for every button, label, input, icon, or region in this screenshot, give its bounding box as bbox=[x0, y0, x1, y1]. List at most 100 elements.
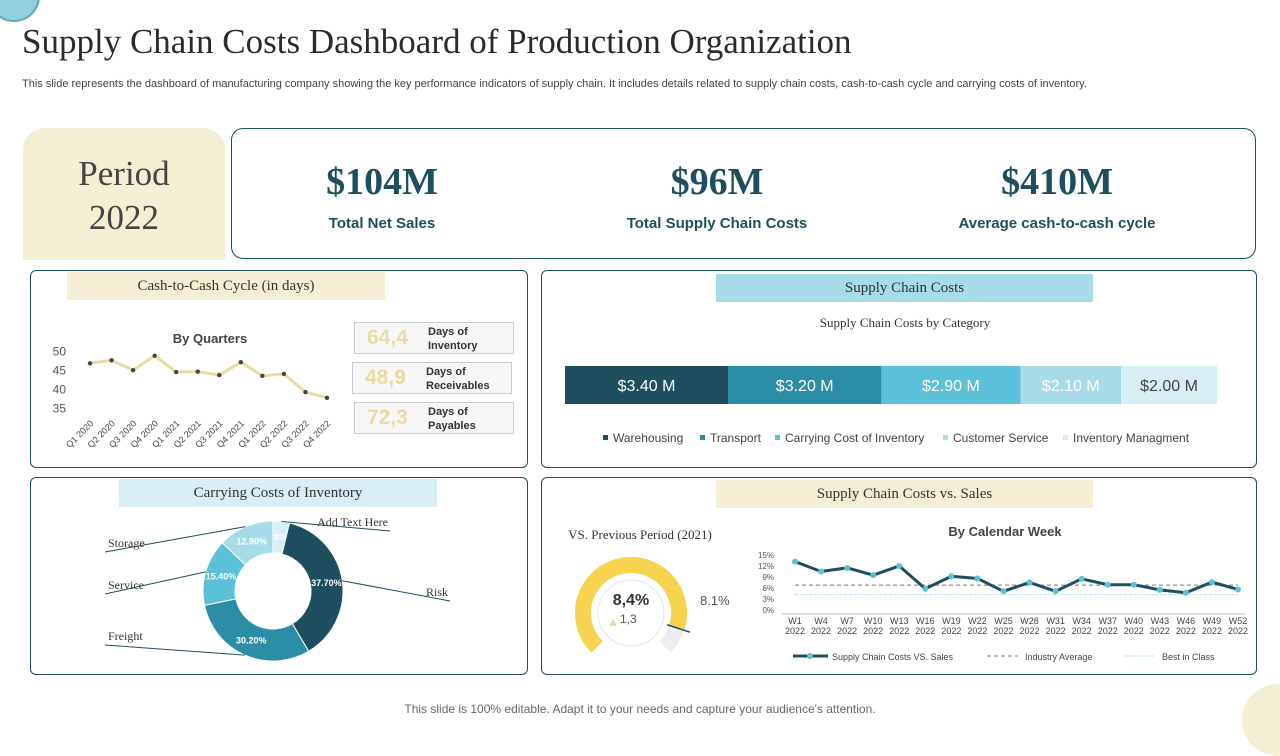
y-tick-label: 12% bbox=[758, 562, 774, 571]
slice-value-label: 3.80% bbox=[267, 532, 293, 542]
legend-label: Transport bbox=[710, 431, 762, 445]
slice-value-label: 12.90% bbox=[236, 536, 267, 546]
data-point bbox=[217, 372, 222, 378]
stacked-bar-segment bbox=[565, 366, 728, 404]
supply-chain-costs-panel bbox=[541, 270, 1257, 468]
y-tick-label: 45 bbox=[53, 364, 67, 378]
vs-panel-title: Supply Chain Costs vs. Sales bbox=[716, 480, 1093, 508]
legend-label: Carrying Cost of Inventory bbox=[785, 431, 924, 445]
callout-line bbox=[104, 644, 245, 656]
days-label: Days of Inventory bbox=[428, 325, 478, 353]
x-tick-label: W31 2022 bbox=[1046, 616, 1066, 636]
weekly-chart-title: By Calendar Week bbox=[948, 524, 1062, 539]
slice-value-label: 30.20% bbox=[236, 635, 267, 645]
period-card: Period 2022 bbox=[23, 128, 225, 260]
x-tick-label: W7 2022 bbox=[837, 616, 857, 636]
callout-label: Freight bbox=[108, 629, 143, 643]
data-point bbox=[792, 558, 798, 565]
slice-value-label: 15.40% bbox=[206, 571, 237, 581]
legend-swatch bbox=[1063, 435, 1068, 440]
kpi-value: $104M bbox=[326, 161, 438, 203]
days-value: 64,4 bbox=[367, 326, 408, 349]
x-tick-label: W22 2022 bbox=[967, 616, 987, 636]
data-point bbox=[303, 389, 308, 395]
callout-label: Storage bbox=[108, 536, 145, 550]
data-point bbox=[87, 361, 93, 366]
x-tick-label: W40 2022 bbox=[1124, 616, 1144, 636]
carrying-costs-panel bbox=[30, 477, 528, 675]
stacked-bar-segment bbox=[1020, 366, 1122, 404]
x-tick-label: W28 2022 bbox=[1020, 616, 1040, 636]
y-tick-label: 6% bbox=[762, 584, 774, 593]
cci-donut-chart: 3.80% 37.70% 30.20% 15.40% 12.90% Add Text H… bbox=[104, 515, 451, 662]
data-point bbox=[974, 575, 981, 582]
scc-chart-title: Supply Chain Costs by Category bbox=[819, 315, 991, 330]
x-tick-label: W52 2022 bbox=[1228, 616, 1248, 636]
kpi-box: $104M Total Net Sales $96M Total Supply … bbox=[231, 128, 1256, 259]
days-receivables-box: 48,9 Days of Receivables bbox=[352, 362, 512, 394]
data-point bbox=[260, 373, 265, 379]
scc-vs-sales-panel bbox=[541, 477, 1257, 675]
callout-label: Service bbox=[108, 578, 144, 592]
data-point bbox=[238, 359, 244, 365]
x-tick-label: W16 2022 bbox=[915, 616, 935, 636]
page-subtitle: This slide represents the dashboard of m… bbox=[22, 78, 1087, 90]
days-label: Days of Receivables bbox=[426, 365, 490, 393]
scc-vs-sales-line bbox=[794, 560, 1239, 595]
data-point bbox=[896, 563, 903, 569]
data-point bbox=[1156, 586, 1163, 593]
gauge-chart bbox=[575, 557, 691, 653]
y-tick-label: 40 bbox=[53, 382, 67, 396]
gauge-fill bbox=[575, 557, 687, 653]
x-tick-label: W34 2022 bbox=[1072, 616, 1092, 636]
data-point bbox=[1000, 588, 1007, 595]
x-tick-label: W49 2022 bbox=[1202, 616, 1222, 636]
period-label: Period bbox=[78, 154, 170, 193]
gauge-title: VS. Previous Period (2021) bbox=[568, 527, 712, 542]
callout-line bbox=[342, 580, 451, 602]
period-year: 2022 bbox=[89, 198, 159, 237]
page-title: Supply Chain Costs Dashboard of Producti… bbox=[22, 22, 852, 61]
cci-panel-title: Carrying Costs of Inventory bbox=[119, 479, 437, 507]
data-point bbox=[324, 395, 330, 401]
data-point bbox=[1130, 581, 1137, 588]
kpi-value: $410M bbox=[1001, 161, 1113, 203]
x-tick-label: W19 2022 bbox=[941, 616, 961, 636]
y-tick-label: 35 bbox=[53, 401, 67, 415]
legend-label: Inventory Managment bbox=[1073, 431, 1190, 445]
data-point bbox=[1104, 581, 1111, 588]
decorative-circle-top-left bbox=[0, 0, 40, 22]
days-label-line: Payables bbox=[428, 420, 476, 432]
legend-swatch bbox=[943, 435, 948, 440]
data-point bbox=[1235, 586, 1241, 593]
callout-line bbox=[104, 571, 206, 595]
stacked-bar-segment bbox=[1121, 366, 1217, 404]
data-point bbox=[130, 367, 136, 373]
data-point bbox=[1208, 579, 1215, 586]
kpi-value: $96M bbox=[670, 161, 764, 203]
donut-slice bbox=[221, 520, 274, 566]
footer-note: This slide is 100% editable. Adapt it to… bbox=[404, 702, 876, 716]
scc-stacked-bar-chart: $3.40 M $3.20 M $2.90 M $2.10 M $2.00 M Ware… bbox=[565, 366, 1217, 445]
data-point bbox=[818, 568, 825, 575]
data-point bbox=[152, 353, 157, 358]
donut-slice bbox=[281, 522, 344, 652]
kpi-label: Total Supply Chain Costs bbox=[626, 215, 808, 232]
series-line bbox=[89, 353, 328, 400]
legend-label: Supply Chain Costs VS. Sales bbox=[832, 652, 954, 662]
stacked-bar-segment bbox=[728, 366, 882, 404]
y-tick-label: 50 bbox=[53, 345, 67, 359]
legend-label: Customer Service bbox=[953, 431, 1049, 445]
data-point bbox=[173, 369, 179, 375]
gauge-value: 8,4% bbox=[612, 592, 650, 609]
legend-label: Warehousing bbox=[613, 431, 683, 445]
gauge-marker bbox=[666, 624, 691, 633]
data-point bbox=[1052, 588, 1059, 595]
x-tick-label: W13 2022 bbox=[889, 616, 909, 636]
days-label-line: Inventory bbox=[428, 340, 478, 352]
legend-swatch bbox=[603, 435, 608, 440]
gauge-side-value: 8.1% bbox=[700, 593, 730, 608]
x-tick-label: W1 2022 bbox=[785, 616, 805, 636]
days-value: 72,3 bbox=[367, 406, 408, 429]
